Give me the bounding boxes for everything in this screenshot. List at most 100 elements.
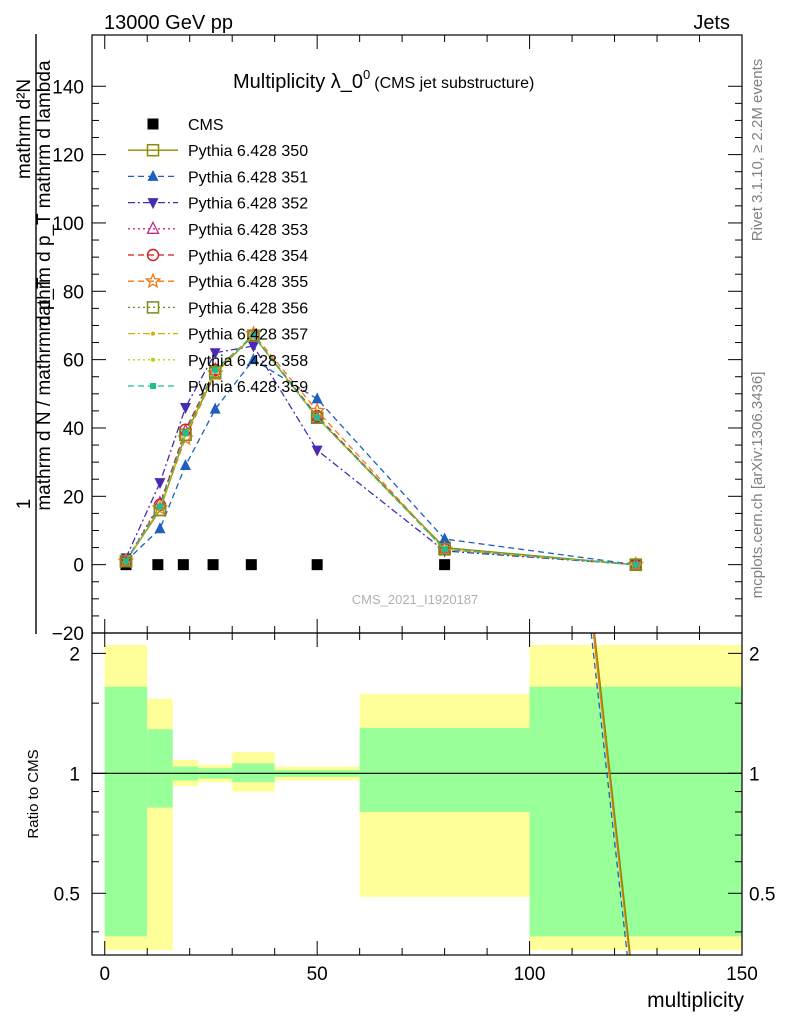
legend-label: Pythia 6.428 356 bbox=[188, 300, 308, 317]
legend-label: Pythia 6.428 359 bbox=[188, 379, 308, 396]
ratio-ytick-label: 0.5 bbox=[54, 884, 80, 905]
ratio-line bbox=[592, 632, 631, 956]
legend-item-4: Pythia 6.428 353 bbox=[128, 220, 308, 239]
legend-item-3: Pythia 6.428 352 bbox=[128, 196, 308, 213]
data-point bbox=[212, 366, 219, 373]
ratio-xtick-label: 100 bbox=[514, 964, 546, 985]
data-point bbox=[439, 559, 451, 571]
data-point bbox=[314, 414, 321, 421]
legend-label: Pythia 6.428 355 bbox=[188, 274, 308, 291]
series-line-1 bbox=[125, 334, 636, 566]
data-point bbox=[156, 503, 163, 510]
data-point bbox=[311, 445, 323, 457]
data-point bbox=[177, 559, 189, 571]
data-point bbox=[209, 348, 221, 360]
data-point bbox=[245, 559, 257, 571]
data-point bbox=[311, 392, 323, 404]
ylabel-prefix-numerator: 1 bbox=[14, 499, 35, 510]
legend-marker bbox=[147, 118, 159, 130]
series-line-2 bbox=[125, 358, 636, 566]
rivet-label: Rivet 3.1.10, ≥ 2.2M events bbox=[749, 59, 766, 242]
legend-label: Pythia 6.428 351 bbox=[188, 169, 308, 186]
data-point bbox=[179, 459, 191, 471]
legend-marker bbox=[146, 143, 160, 157]
mcplots-label: mcplots.cern.ch [arXiv:1306.3436] bbox=[749, 372, 766, 599]
band-green bbox=[529, 686, 742, 937]
main-ytick-label: 20 bbox=[63, 487, 84, 508]
legend: CMS Pythia 6.428 350 Pythia 6.428 351 Pythi… bbox=[128, 117, 308, 396]
series-line-8 bbox=[125, 334, 636, 566]
main-ylabel: 1 mathrm d N / mathrm d p_T mathrm d²N m… bbox=[14, 34, 55, 634]
ylabel-numerator: mathrm d²N bbox=[14, 79, 35, 179]
chart-title: Multiplicity λ_00 (CMS jet substructure) bbox=[233, 67, 534, 93]
legend-marker bbox=[146, 248, 160, 262]
legend-label: Pythia 6.428 354 bbox=[188, 248, 308, 265]
series-3 bbox=[120, 341, 642, 572]
data-point bbox=[310, 411, 324, 424]
main-ytick-label: −20 bbox=[52, 624, 84, 645]
data-point bbox=[179, 402, 191, 414]
data-point bbox=[439, 532, 451, 544]
main-ytick-label: 100 bbox=[52, 214, 84, 235]
ratio-xtick-label: 0 bbox=[99, 964, 110, 985]
data-point bbox=[311, 559, 323, 571]
band-green bbox=[232, 763, 275, 783]
main-ytick-label: 80 bbox=[63, 282, 84, 303]
legend-marker bbox=[151, 331, 155, 336]
ratio-lines bbox=[590, 632, 631, 956]
ratio-panel-frame bbox=[91, 632, 743, 956]
ratio-ytick-label-right: 0.5 bbox=[749, 884, 775, 905]
legend-label: Pythia 6.428 358 bbox=[188, 353, 308, 370]
data-point bbox=[209, 402, 221, 414]
main-series-group bbox=[117, 325, 644, 572]
xlabel: multiplicity bbox=[647, 989, 744, 1012]
chart-title-main: Multiplicity λ_0 bbox=[233, 71, 363, 93]
main-y-ticks: −20 0 20 40 60 80 100 120 140 bbox=[52, 35, 743, 645]
main-ytick-label: 0 bbox=[73, 556, 84, 577]
ylabel-prefix-denominator: mathrm d N / mathrm d p_T bbox=[34, 277, 55, 511]
legend-label: CMS bbox=[188, 117, 224, 134]
data-point bbox=[154, 478, 166, 490]
data-point bbox=[154, 522, 166, 534]
legend-label: Pythia 6.428 352 bbox=[188, 196, 308, 213]
legend-marker bbox=[151, 357, 155, 362]
data-point bbox=[632, 561, 639, 568]
series-10 bbox=[122, 332, 639, 568]
series-0 bbox=[120, 559, 451, 571]
data-point bbox=[247, 329, 260, 342]
band-green bbox=[147, 729, 173, 808]
series-line-10 bbox=[125, 334, 636, 566]
ratio-ytick-label-right: 1 bbox=[749, 764, 760, 785]
data-point bbox=[179, 428, 192, 442]
legend-item-1: Pythia 6.428 350 bbox=[128, 143, 308, 160]
legend-item-5: Pythia 6.428 354 bbox=[128, 248, 308, 265]
ratio-ytick-label: 2 bbox=[69, 644, 80, 665]
main-ytick-label: 140 bbox=[52, 77, 84, 98]
watermark: CMS_2021_I1920187 bbox=[352, 592, 479, 607]
data-point bbox=[308, 402, 326, 418]
main-ytick-label: 40 bbox=[63, 419, 84, 440]
data-point bbox=[207, 559, 219, 571]
ratio-line bbox=[590, 632, 628, 956]
data-point bbox=[152, 559, 164, 571]
chart-subtitle: (CMS jet substructure) bbox=[374, 75, 534, 92]
legend-item-2: Pythia 6.428 351 bbox=[128, 169, 308, 186]
data-point bbox=[247, 341, 259, 353]
band-green bbox=[104, 686, 148, 937]
legend-label: Pythia 6.428 353 bbox=[188, 222, 308, 239]
band-green bbox=[359, 727, 530, 812]
data-point bbox=[441, 546, 448, 553]
legend-label: Pythia 6.428 357 bbox=[188, 327, 308, 344]
data-point bbox=[122, 558, 129, 565]
header-right: Jets bbox=[693, 12, 730, 34]
chart-title-sup: 0 bbox=[363, 67, 370, 82]
legend-marker bbox=[150, 383, 156, 389]
legend-marker bbox=[147, 169, 159, 181]
ylabel-denominator: mathrm d p_T mathrm d lambda bbox=[34, 60, 55, 331]
series-line-5 bbox=[125, 334, 636, 566]
legend-item-7: Pythia 6.428 356 bbox=[128, 300, 308, 317]
series-2 bbox=[120, 353, 642, 570]
legend-marker bbox=[146, 301, 160, 314]
legend-label: Pythia 6.428 350 bbox=[188, 143, 308, 160]
